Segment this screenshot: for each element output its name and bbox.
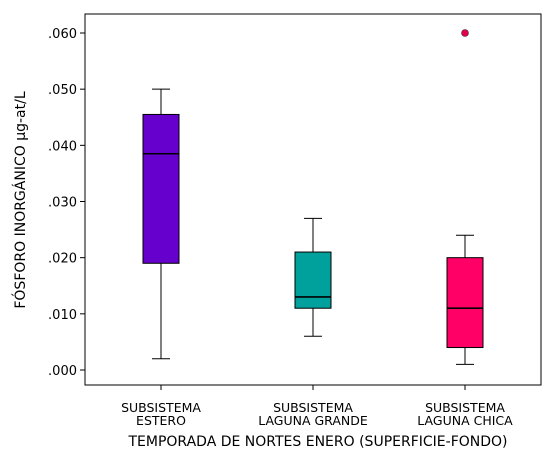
x-category-label: SUBSISTEMA LAGUNA GRANDE [258, 400, 368, 428]
y-tick-label: .020 [48, 252, 77, 267]
x-category-label: SUBSISTEMA ESTERO [121, 400, 201, 428]
box-2 [294, 217, 332, 337]
y-tick-label: .010 [48, 308, 77, 323]
box-1 [142, 88, 180, 360]
y-tick-label: .050 [48, 83, 77, 98]
y-tick-label: .060 [48, 27, 77, 42]
outlier-point [461, 29, 469, 37]
box-series [142, 29, 484, 365]
x-category-label: SUBSISTEMA LAGUNA CHICA [417, 400, 513, 428]
iqr-box [294, 251, 332, 309]
iqr-box [446, 257, 484, 349]
box-3 [446, 29, 484, 365]
x-axis-title: TEMPORADA DE NORTES ENERO (SUPERFICIE-FO… [127, 434, 507, 450]
x-axis: SUBSISTEMA ESTERO SUBSISTEMA LAGUNA GRANDE S… [121, 385, 513, 428]
y-axis: .000 .010 .020 .030 .040 .050 .060 [48, 27, 85, 379]
y-tick-label: .040 [48, 139, 77, 154]
y-tick-label: .030 [48, 196, 77, 211]
y-tick-label: .000 [48, 364, 77, 379]
y-axis-title: FÓSFORO INORGÁNICO µg-at/L [11, 91, 29, 308]
iqr-box [142, 113, 180, 264]
